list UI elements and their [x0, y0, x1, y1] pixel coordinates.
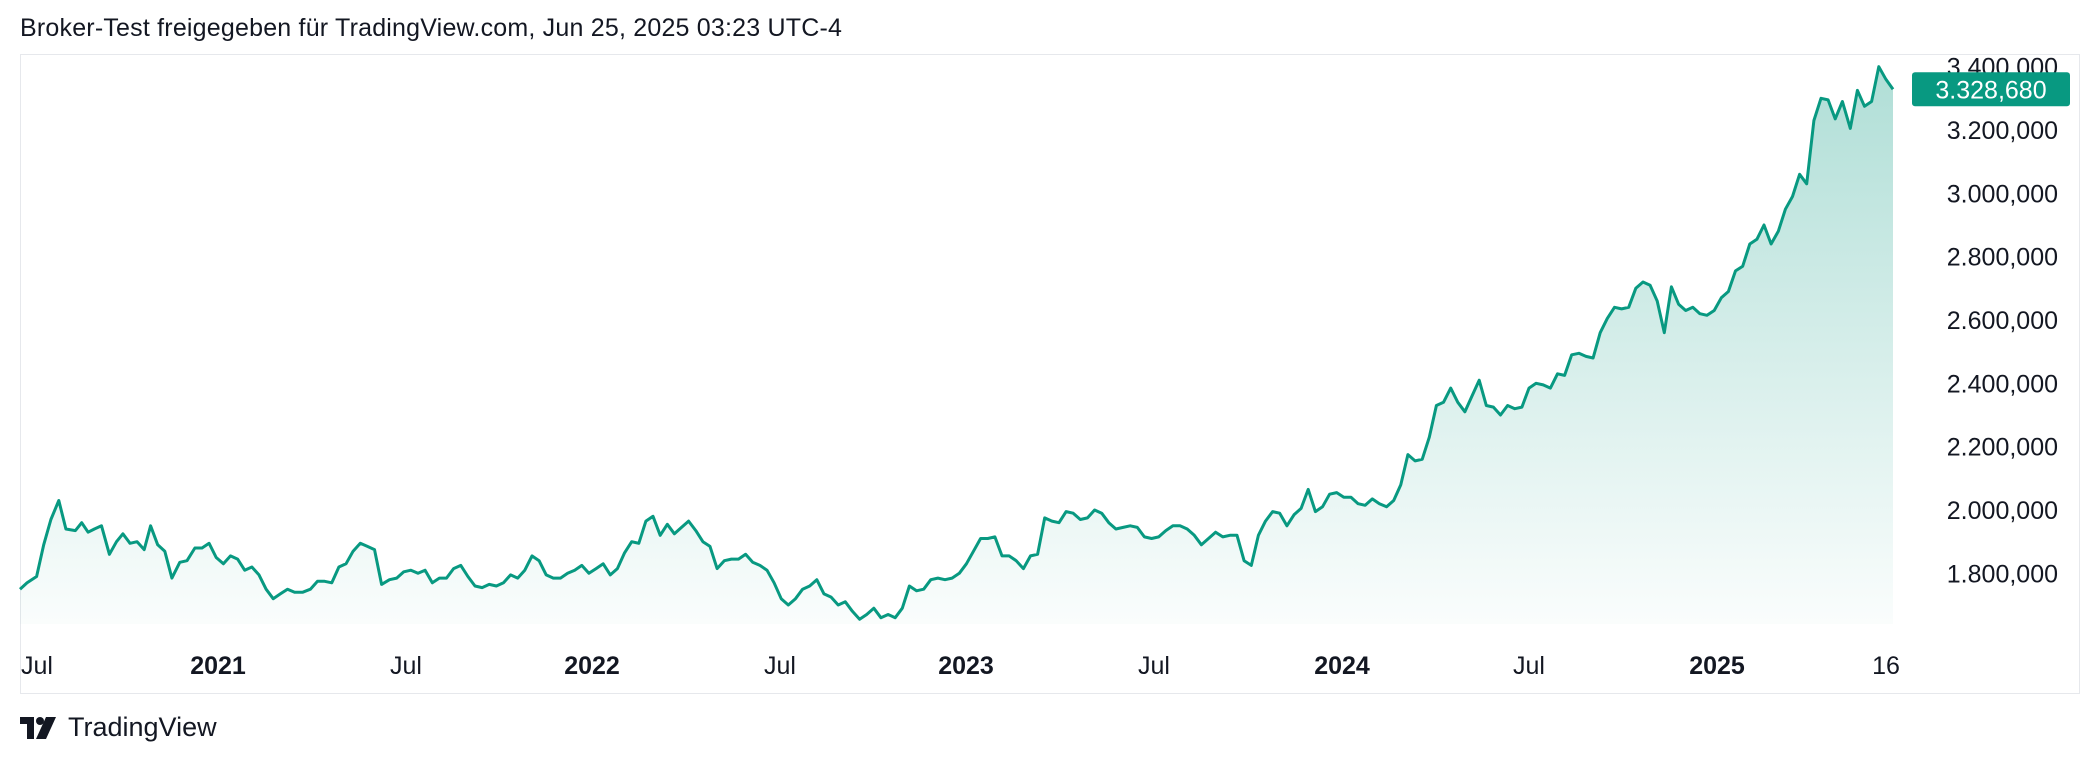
y-tick-label: 2.800,000: [1947, 244, 2058, 272]
last-value-badge: [1912, 72, 2070, 107]
x-tick-label: 16: [1872, 652, 1900, 680]
y-tick-label: 3.200,000: [1947, 117, 2058, 145]
y-tick-label: 2.200,000: [1947, 434, 2058, 462]
x-tick-label: Jul: [764, 652, 796, 680]
x-tick-label: Jul: [390, 652, 422, 680]
chart-frame: [20, 54, 2080, 694]
x-tick-label: 2024: [1314, 652, 1370, 680]
y-tick-label: 2.000,000: [1947, 497, 2058, 525]
tradingview-logo-icon: [20, 716, 56, 739]
tradingview-brand: TradingView: [68, 712, 217, 742]
series-area-fill: [20, 66, 1893, 624]
x-tick-label: Jul: [21, 652, 53, 680]
x-tick-label: 2022: [564, 652, 620, 680]
last-value-label: 3.328,680: [1935, 76, 2046, 104]
chart-source-line: Broker-Test freigegeben für TradingView.…: [20, 14, 843, 42]
footer: TradingView: [20, 712, 217, 743]
series-line[interactable]: [18, 65, 1895, 621]
y-tick-label: 2.600,000: [1947, 307, 2058, 335]
x-tick-label: Jul: [1513, 652, 1545, 680]
x-tick-label: Jul: [1138, 652, 1170, 680]
y-tick-label: 2.400,000: [1947, 370, 2058, 398]
x-tick-label: 2021: [190, 652, 246, 680]
y-tick-label: 3.000,000: [1947, 180, 2058, 208]
x-tick-label: 2025: [1689, 652, 1745, 680]
y-tick-label: 1.800,000: [1947, 560, 2058, 588]
x-tick-label: 2023: [938, 652, 994, 680]
